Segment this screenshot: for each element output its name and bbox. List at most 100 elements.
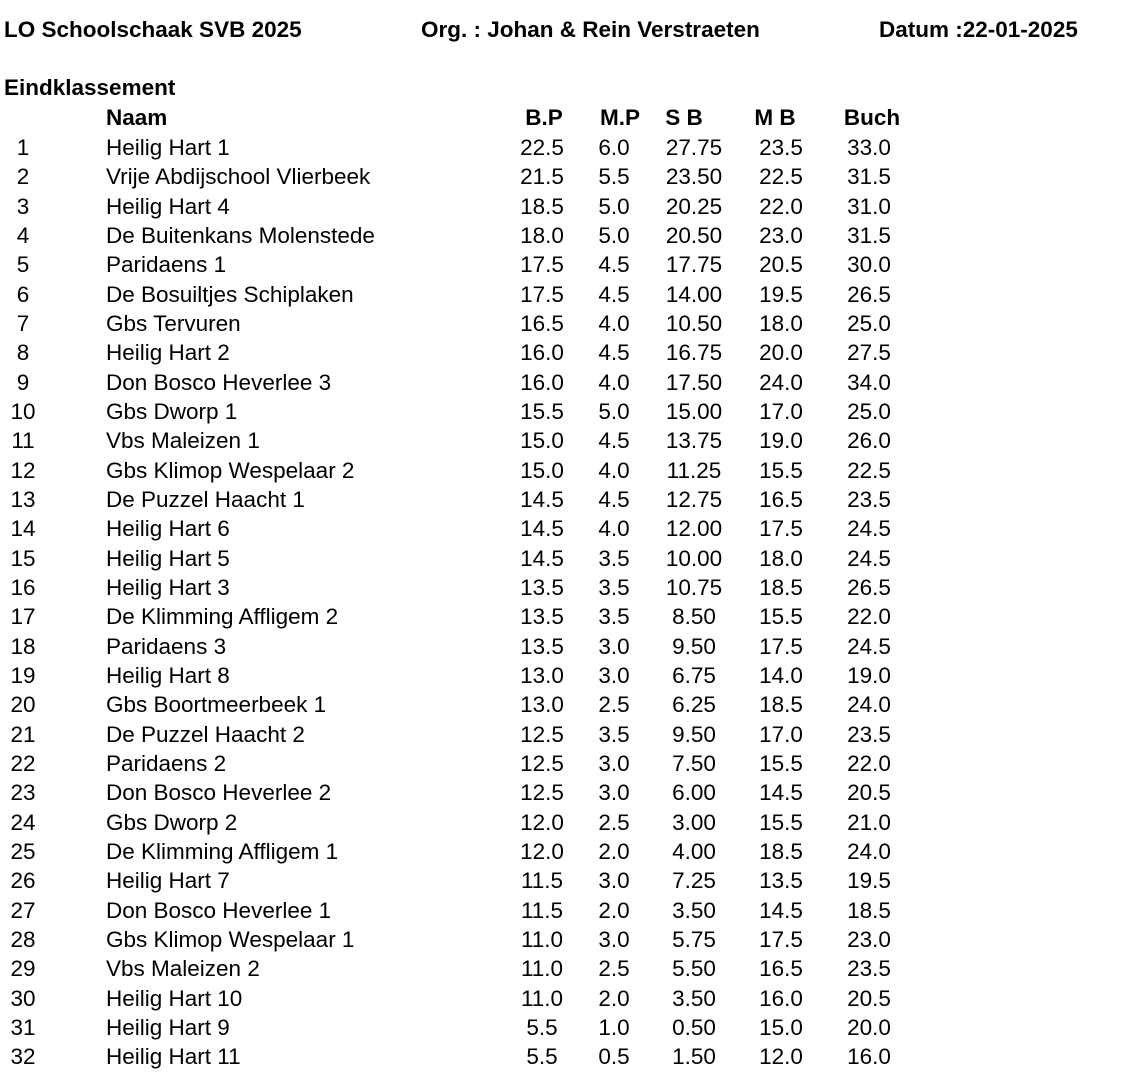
table-row: 26 Heilig Hart 7 11.5 3.0 7.25 13.5 19.5 <box>0 868 1130 897</box>
cell-mb: 18.0 <box>759 545 803 571</box>
cell-name: Don Bosco Heverlee 2 <box>106 780 332 806</box>
table-row: 12 Gbs Klimop Wespelaar 2 15.0 4.0 11.25 15.5… <box>0 458 1130 487</box>
cell-rank: 16 <box>10 574 36 600</box>
section-title: Eindklassement <box>4 75 176 100</box>
cell-bp: 13.5 <box>520 574 564 600</box>
table-header: Naam B.P M.P S B M B Buch <box>0 105 1130 134</box>
cell-bp: 5.5 <box>526 1044 558 1070</box>
cell-buch: 25.0 <box>847 398 891 424</box>
table-row: 6 De Bosuiltjes Schiplaken 17.5 4.5 14.00 19.… <box>0 282 1130 311</box>
cell-sb: 23.50 <box>665 164 723 190</box>
cell-name: Heilig Hart 3 <box>106 574 230 600</box>
cell-rank: 17 <box>10 604 36 630</box>
table-row: 19 Heilig Hart 8 13.0 3.0 6.75 14.0 19.0 <box>0 663 1130 692</box>
cell-buch: 20.5 <box>847 985 891 1011</box>
cell-rank: 7 <box>16 310 30 336</box>
cell-rank: 26 <box>10 868 36 894</box>
cell-mb: 18.5 <box>759 692 803 718</box>
cell-name: Heilig Hart 1 <box>106 135 230 160</box>
cell-name: Gbs Dworp 1 <box>106 398 238 424</box>
table-row: 24 Gbs Dworp 2 12.0 2.5 3.00 15.5 21.0 <box>0 810 1130 839</box>
cell-name: Heilig Hart 5 <box>106 545 230 571</box>
cell-sb: 5.75 <box>672 926 716 952</box>
cell-mp: 4.0 <box>598 369 630 395</box>
cell-name: De Klimming Affligem 2 <box>106 604 339 630</box>
cell-sb: 11.25 <box>666 457 722 483</box>
cell-mb: 17.5 <box>759 633 803 659</box>
cell-mp: 4.0 <box>598 457 630 483</box>
cell-sb: 5.50 <box>672 956 716 982</box>
cell-mb: 22.5 <box>759 164 803 190</box>
cell-rank: 12 <box>10 457 36 483</box>
cell-mp: 5.0 <box>598 222 630 248</box>
cell-rank: 21 <box>10 721 36 747</box>
cell-bp: 17.5 <box>520 252 564 278</box>
cell-buch: 24.5 <box>847 545 891 571</box>
cell-sb: 7.25 <box>672 868 716 894</box>
cell-sb: 12.75 <box>665 486 723 512</box>
cell-rank: 3 <box>16 193 30 219</box>
table-row: 15 Heilig Hart 5 14.5 3.5 10.00 18.0 24.5 <box>0 546 1130 575</box>
table-row: 28 Gbs Klimop Wespelaar 1 11.0 3.0 5.75 17.5 2… <box>0 927 1130 956</box>
cell-mp: 2.5 <box>598 809 630 835</box>
cell-mp: 6.0 <box>598 135 630 160</box>
cell-buch: 22.0 <box>847 750 891 776</box>
table-row: 11 Vbs Maleizen 1 15.0 4.5 13.75 19.0 26.0 <box>0 428 1130 457</box>
cell-bp: 12.5 <box>520 721 564 747</box>
cell-name: Paridaens 3 <box>106 633 227 659</box>
cell-sb: 9.50 <box>672 633 716 659</box>
cell-buch: 30.0 <box>847 252 891 278</box>
cell-mb: 16.5 <box>759 956 803 982</box>
cell-bp: 11.0 <box>520 985 564 1011</box>
cell-buch: 23.0 <box>847 926 891 952</box>
cell-buch: 26.0 <box>847 428 891 454</box>
cell-mp: 3.5 <box>598 545 630 571</box>
cell-name: Gbs Klimop Wespelaar 2 <box>106 457 355 483</box>
cell-buch: 22.5 <box>847 457 891 483</box>
cell-mb: 16.0 <box>759 985 803 1011</box>
cell-bp: 11.5 <box>520 897 564 923</box>
cell-name: Vbs Maleizen 1 <box>106 428 260 454</box>
cell-bp: 14.5 <box>520 545 564 571</box>
table-row: 16 Heilig Hart 3 13.5 3.5 10.75 18.5 26.5 <box>0 575 1130 604</box>
cell-rank: 19 <box>10 662 36 688</box>
cell-name: Heilig Hart 6 <box>106 516 230 542</box>
cell-bp: 16.0 <box>520 369 564 395</box>
cell-name: De Klimming Affligem 1 <box>106 838 339 864</box>
cell-bp: 14.5 <box>520 516 564 542</box>
cell-mp: 3.0 <box>598 633 630 659</box>
cell-name: Don Bosco Heverlee 3 <box>106 369 332 395</box>
cell-sb: 10.75 <box>665 574 723 600</box>
cell-rank: 4 <box>16 222 30 248</box>
cell-name: Gbs Boortmeerbeek 1 <box>106 692 327 718</box>
cell-bp: 11.5 <box>520 868 564 894</box>
cell-bp: 22.5 <box>520 135 564 160</box>
cell-mp: 2.5 <box>598 692 630 718</box>
cell-mb: 19.0 <box>759 428 803 454</box>
cell-mb: 17.5 <box>759 926 803 952</box>
cell-name: Heilig Hart 2 <box>106 340 230 366</box>
cell-sb: 20.50 <box>665 222 723 248</box>
cell-bp: 11.0 <box>520 956 564 982</box>
cell-mp: 2.0 <box>598 838 630 864</box>
cell-name: Paridaens 1 <box>106 252 227 278</box>
cell-rank: 32 <box>10 1044 36 1070</box>
cell-name: Gbs Tervuren <box>106 310 241 336</box>
cell-rank: 25 <box>10 838 36 864</box>
cell-rank: 18 <box>10 633 36 659</box>
header-bp: B.P <box>525 105 563 130</box>
cell-sb: 8.50 <box>672 604 716 630</box>
cell-name: De Puzzel Haacht 2 <box>106 721 305 747</box>
cell-mp: 5.0 <box>598 398 630 424</box>
cell-buch: 22.0 <box>847 604 891 630</box>
cell-sb: 3.00 <box>672 809 716 835</box>
cell-mb: 15.5 <box>759 809 803 835</box>
cell-bp: 12.0 <box>520 838 564 864</box>
table-row: 1 Heilig Hart 1 22.5 6.0 27.75 23.5 33.0 <box>0 135 1130 164</box>
cell-mp: 3.0 <box>598 662 630 688</box>
cell-sb: 1.50 <box>672 1044 716 1070</box>
cell-rank: 30 <box>10 985 36 1011</box>
cell-sb: 6.75 <box>672 662 716 688</box>
cell-mp: 2.5 <box>598 956 630 982</box>
cell-bp: 15.0 <box>520 457 564 483</box>
